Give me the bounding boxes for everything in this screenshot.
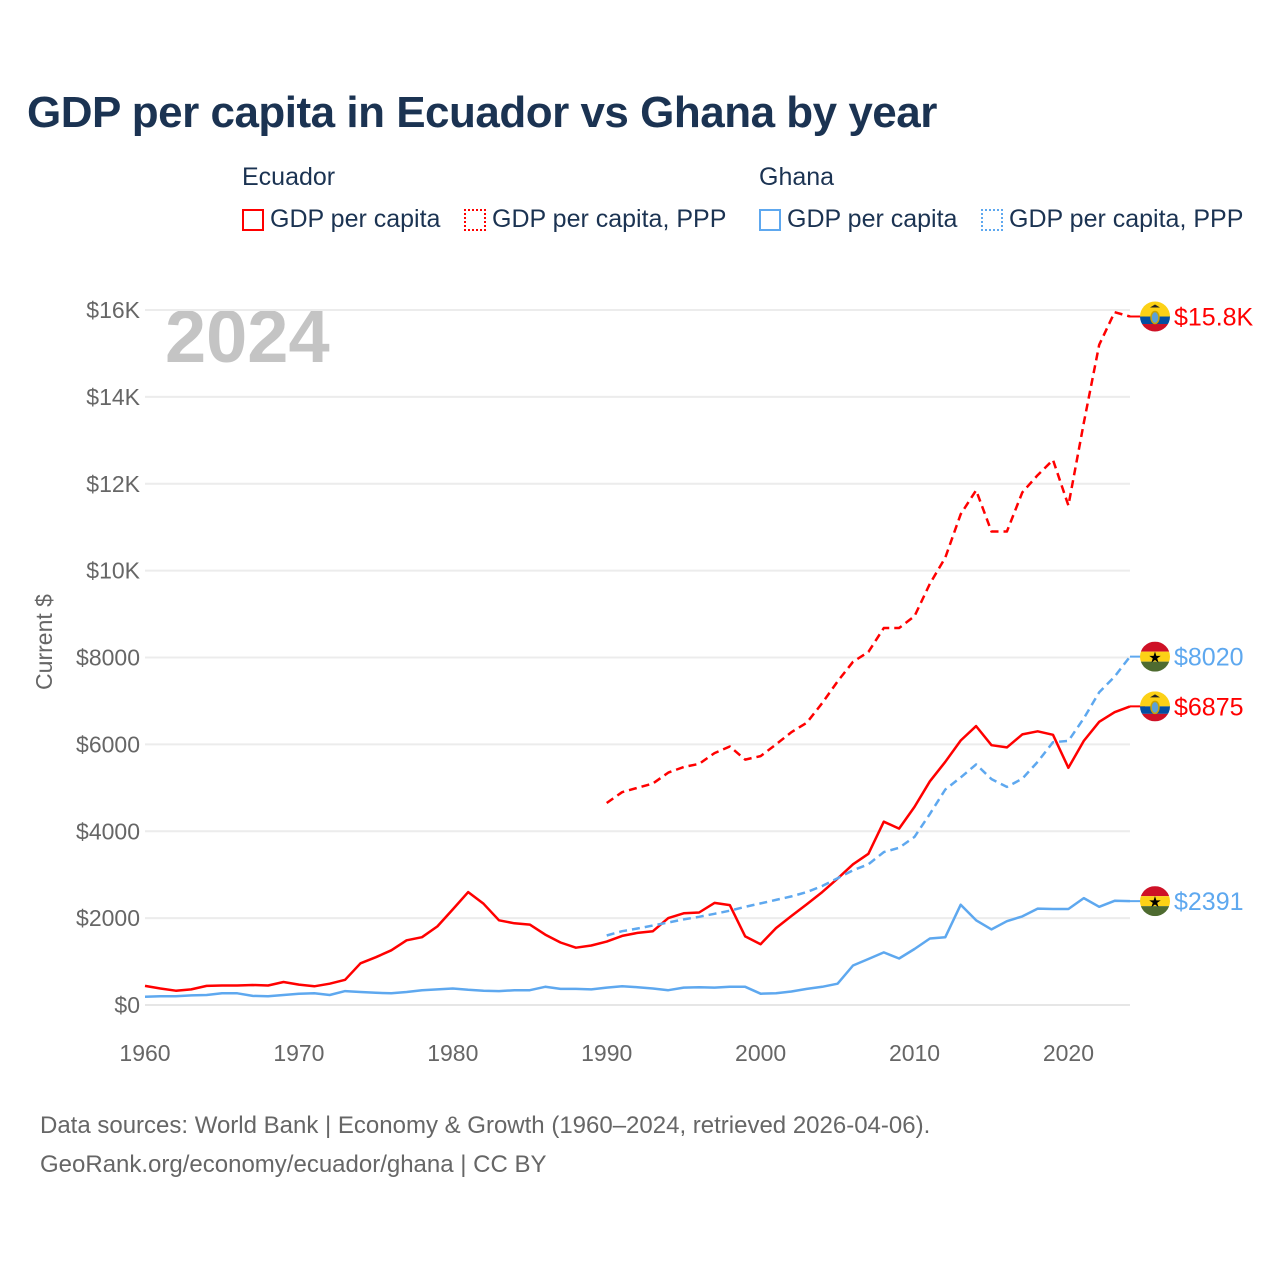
series-line-2 [144,896,1131,998]
chart-title: GDP per capita in Ecuador vs Ghana by ye… [27,88,937,137]
legend-swatch-solid [759,208,781,231]
y-tick-label: $16K [86,297,140,323]
end-value-label: $6875 [1174,693,1244,721]
legend-swatch-dotted [981,208,1003,231]
end-value-label: $15.8K [1174,304,1254,332]
y-axis-label: Current $ [31,594,57,690]
footer: Data sources: World Bank | Economy & Gro… [40,1106,930,1184]
ecuador-flag-icon [1140,691,1170,722]
year-watermark: 2024 [165,295,330,378]
y-tick-label: $10K [86,558,140,584]
end-value-label: $2391 [1174,888,1244,916]
legend-swatch-dotted [464,208,486,231]
legend-label: GDP per capita, PPP [492,205,727,233]
y-tick-label: $12K [86,471,140,497]
x-tick-label: 2020 [1043,1040,1094,1066]
legend-ghana-gdp[interactable]: GDP per capita [759,205,957,234]
legend-label: GDP per capita [787,205,958,233]
end-value-label: $8020 [1174,644,1244,672]
legend-swatch-solid [242,208,264,231]
ghana-flag-icon: ★ [1140,641,1170,672]
series-line-0 [144,705,1131,992]
legend-label: GDP per capita [270,205,441,233]
y-tick-label: $8000 [76,645,140,671]
ghana-flag-icon: ★ [1140,886,1170,917]
x-tick-label: 1980 [427,1040,478,1066]
ecuador-flag-icon [1140,301,1170,332]
y-tick-label: $14K [86,384,140,410]
x-tick-label: 1990 [581,1040,632,1066]
legend-ecuador-gdp[interactable]: GDP per capita [242,205,440,234]
series-line-3 [606,655,1131,937]
legend-group-ecuador: Ecuador [242,163,336,191]
y-tick-label: $4000 [76,818,140,844]
footer-sources: Data sources: World Bank | Economy & Gro… [40,1112,931,1139]
x-tick-label: 1970 [273,1040,324,1066]
legend-ghana-ppp[interactable]: GDP per capita, PPP [981,205,1243,234]
y-tick-label: $6000 [76,731,140,757]
svg-text:★: ★ [1148,894,1161,911]
svg-text:★: ★ [1148,650,1161,667]
x-tick-label: 2000 [735,1040,786,1066]
x-tick-label: 1960 [119,1040,170,1066]
y-tick-label: $0 [114,992,140,1018]
series-line-1 [605,310,1131,805]
legend-group-ghana: Ghana [759,163,835,191]
legend-ecuador-ppp[interactable]: GDP per capita, PPP [464,205,726,234]
x-tick-label: 2010 [889,1040,940,1066]
y-tick-label: $2000 [76,905,140,931]
legend-label: GDP per capita, PPP [1009,205,1244,233]
footer-link[interactable]: GeoRank.org/economy/ecuador/ghana | CC B… [40,1151,547,1178]
